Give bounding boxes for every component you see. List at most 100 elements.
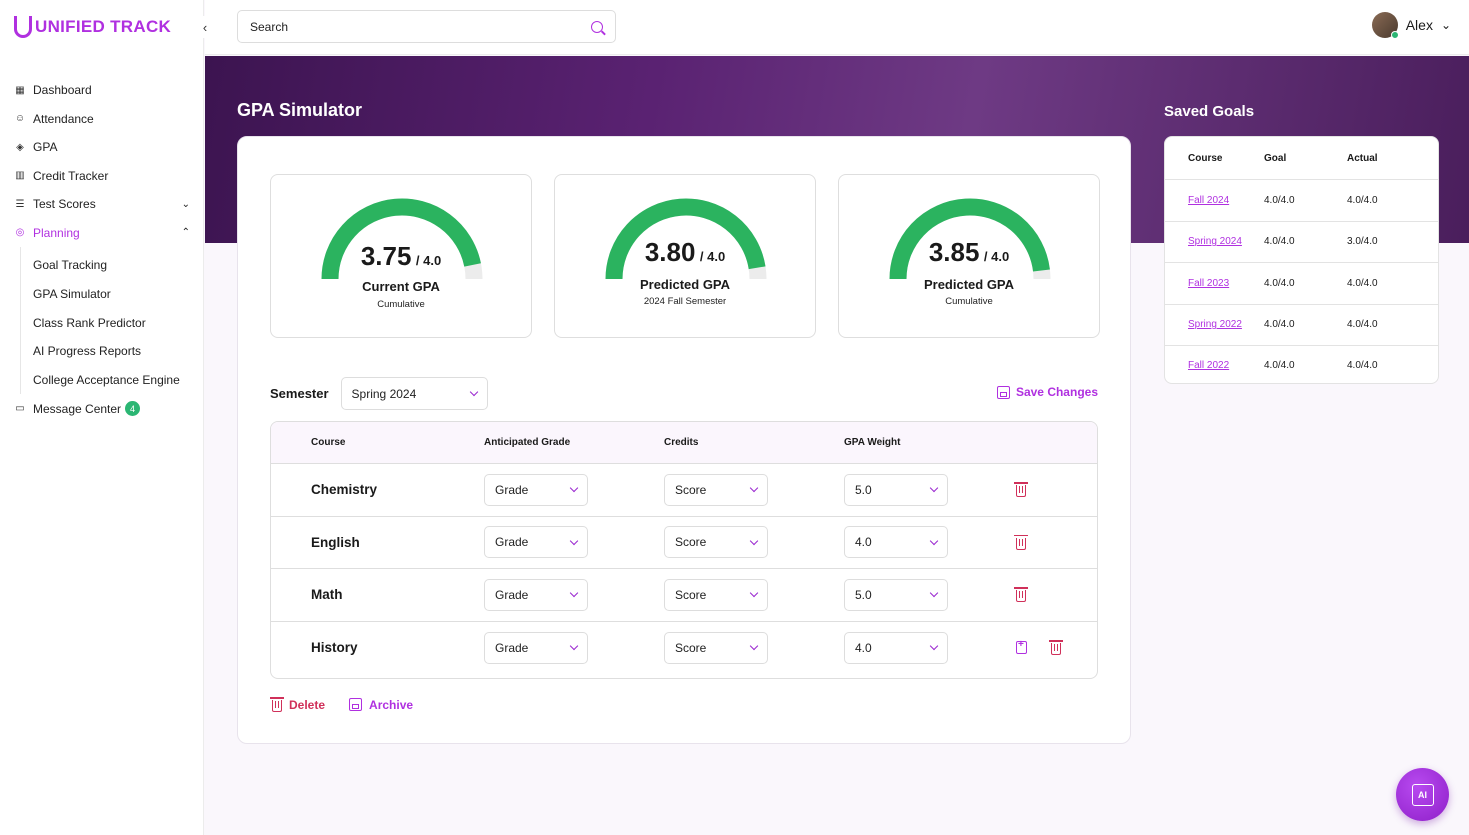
trash-icon[interactable] — [1049, 640, 1063, 656]
bar-chart-icon: ▥ — [15, 170, 25, 182]
grade-select[interactable]: Grade — [484, 578, 588, 611]
table-row: History Grade Score 4.0 — [271, 622, 1097, 675]
goal-value: 4.0/4.0 — [1264, 194, 1295, 206]
avatar[interactable] — [1371, 12, 1399, 39]
chevron-down-icon — [569, 642, 579, 651]
sidebar-item-test-scores[interactable]: ☰ Test Scores ⌄ — [0, 190, 204, 219]
planning-submenu: Goal Tracking GPA Simulator Class Rank P… — [0, 247, 204, 395]
sidebar-item-planning[interactable]: ◎ Planning ⌃ — [0, 219, 204, 248]
column-header-course: Course — [1188, 152, 1223, 164]
course-name: History — [311, 640, 358, 656]
saved-goal-link[interactable]: Spring 2022 — [1188, 319, 1242, 331]
chevron-down-icon — [749, 642, 759, 651]
sidebar-item-label: Dashboard — [33, 83, 92, 98]
sidebar-item-label: Goal Tracking — [33, 258, 108, 273]
delete-button[interactable]: Delete — [270, 697, 325, 712]
sidebar-item-label: Planning — [33, 225, 80, 240]
semester-select[interactable]: Spring 2024 — [340, 377, 488, 410]
sidebar-item-ai-progress-reports[interactable]: AI Progress Reports — [33, 337, 204, 366]
sidebar-item-attendance[interactable]: ☺ Attendance — [0, 105, 204, 134]
saved-goals-header: Course Goal Actual — [1165, 137, 1438, 180]
grade-select[interactable]: Grade — [484, 473, 588, 506]
sidebar-item-label: Message Center — [33, 401, 122, 416]
gauge-sublabel: Cumulative — [945, 296, 993, 307]
trash-icon[interactable] — [1014, 482, 1028, 498]
trash-icon[interactable] — [1014, 534, 1028, 550]
gpa-weight-select[interactable]: 5.0 — [844, 473, 948, 506]
sidebar-item-message-center[interactable]: ▭ Message Center 4 — [0, 394, 204, 423]
gpa-weight-select[interactable]: 4.0 — [844, 631, 948, 664]
gauge-value: 3.85 / 4.0 — [928, 237, 1010, 267]
saved-goal-row: Fall 2022 4.0/4.0 4.0/4.0 — [1165, 346, 1438, 383]
table-row: English Grade Score 4.0 — [271, 517, 1097, 569]
select-value: Score — [675, 587, 707, 602]
goal-value: 4.0/4.0 — [1264, 236, 1295, 248]
gpa-weight-select[interactable]: 4.0 — [844, 526, 948, 559]
sidebar-item-college-acceptance-engine[interactable]: College Acceptance Engine — [33, 366, 204, 395]
sidebar-item-dashboard[interactable]: ▦ Dashboard — [0, 76, 204, 105]
sidebar-item-gpa-simulator[interactable]: GPA Simulator — [33, 280, 204, 309]
message-count-badge: 4 — [125, 401, 141, 417]
saved-goal-row: Spring 2022 4.0/4.0 4.0/4.0 — [1165, 305, 1438, 346]
chevron-down-icon — [469, 387, 478, 397]
gpa-gauge-card: 3.85 / 4.0 Predicted GPA Cumulative — [838, 174, 1100, 338]
saved-goal-row: Spring 2024 4.0/4.0 3.0/4.0 — [1165, 222, 1438, 263]
collapse-sidebar-button[interactable]: ‹ — [195, 16, 215, 38]
credits-select[interactable]: Score — [664, 631, 768, 664]
gauge-value: 3.75 / 4.0 — [360, 241, 442, 271]
search-input[interactable] — [250, 19, 591, 34]
brand-logo[interactable]: UNIFIED TRACK — [14, 16, 171, 38]
ai-chip-icon: AI — [1411, 783, 1434, 806]
select-value: Score — [675, 482, 707, 497]
gpa-gauge-card: 3.80 / 4.0 Predicted GPA 2024 Fall Semes… — [554, 174, 816, 338]
chevron-down-icon — [569, 589, 579, 598]
chevron-down-icon — [749, 484, 759, 493]
grade-select[interactable]: Grade — [484, 526, 588, 559]
goal-value: 4.0/4.0 — [1264, 319, 1295, 331]
trash-icon[interactable] — [1014, 587, 1028, 603]
column-header-anticipated-grade: Anticipated Grade — [484, 437, 571, 448]
credits-select[interactable]: Score — [664, 578, 768, 611]
add-file-icon[interactable] — [1016, 639, 1027, 655]
submenu-divider — [20, 247, 21, 395]
search-box[interactable] — [237, 10, 616, 43]
sidebar-item-label: GPA Simulator — [33, 287, 111, 302]
sidebar-item-credit-tracker[interactable]: ▥ Credit Tracker — [0, 162, 204, 191]
save-icon — [996, 385, 1010, 399]
chevron-down-icon: ⌄ — [1440, 18, 1451, 32]
gpa-weight-select[interactable]: 5.0 — [844, 578, 948, 611]
course-name: English — [311, 534, 360, 550]
list-check-icon: ☰ — [15, 198, 25, 210]
search-icon[interactable] — [591, 20, 603, 33]
gpa-gauge — [321, 198, 483, 280]
chevron-down-icon — [569, 536, 579, 545]
saved-goal-link[interactable]: Spring 2024 — [1188, 236, 1242, 248]
grid-icon: ▦ — [15, 84, 25, 96]
gpa-gauge — [605, 198, 767, 280]
sidebar-item-goal-tracking[interactable]: Goal Tracking — [33, 251, 204, 280]
credits-select[interactable]: Score — [664, 473, 768, 506]
sidebar-item-class-rank-predictor[interactable]: Class Rank Predictor — [33, 308, 204, 337]
select-value: Score — [675, 640, 707, 655]
ai-assistant-button[interactable]: AI — [1396, 768, 1449, 821]
actual-value: 3.0/4.0 — [1347, 236, 1378, 248]
save-changes-button[interactable]: Save Changes — [996, 385, 1098, 399]
saved-goal-link[interactable]: Fall 2023 — [1188, 277, 1230, 289]
gauge-row: 3.75 / 4.0 Current GPA Cumulative 3.80 /… — [270, 174, 1100, 338]
credits-select[interactable]: Score — [664, 526, 768, 559]
column-header-credits: Credits — [664, 437, 699, 448]
sidebar-item-label: Credit Tracker — [33, 168, 109, 183]
column-header-goal: Goal — [1264, 152, 1287, 164]
user-menu[interactable]: Alex ⌄ — [1371, 12, 1451, 39]
archive-button[interactable]: Archive — [349, 697, 413, 712]
select-value: Grade — [495, 587, 529, 602]
actual-value: 4.0/4.0 — [1347, 277, 1378, 289]
saved-goal-link[interactable]: Fall 2024 — [1188, 194, 1230, 206]
user-name: Alex — [1405, 17, 1433, 33]
saved-goal-link[interactable]: Fall 2022 — [1188, 359, 1230, 371]
sidebar-item-gpa[interactable]: ◈ GPA — [0, 133, 204, 162]
message-icon: ▭ — [15, 403, 25, 415]
target-icon: ◎ — [15, 227, 25, 239]
grade-select[interactable]: Grade — [484, 631, 588, 664]
semester-selected-value: Spring 2024 — [351, 386, 417, 401]
